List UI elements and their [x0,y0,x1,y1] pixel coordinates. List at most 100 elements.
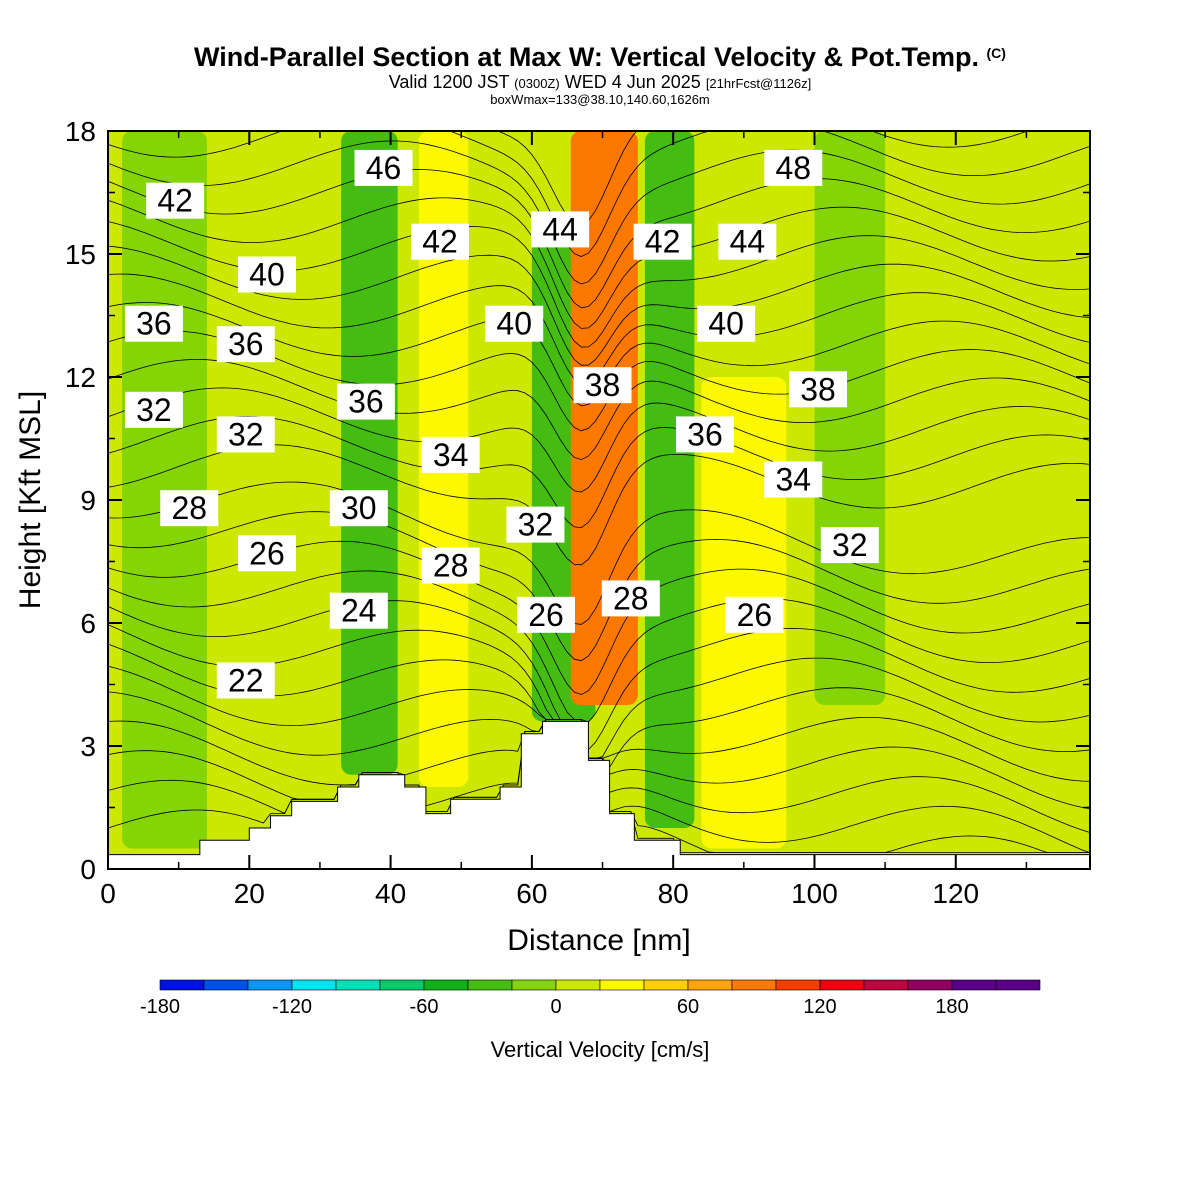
y-tick-label: 0 [80,854,96,885]
terrain [108,720,1090,869]
isentrope-label-box [421,436,480,473]
colorbar-tick-label: -120 [272,996,312,1018]
colorbar-swatch-1 [203,979,249,991]
colorbar-swatch-18 [951,979,997,991]
isentrope-label-box [237,535,296,572]
isentrope-label-box [718,223,777,260]
isentrope-label-12: 38 [573,367,632,404]
isentrope-label-text: 32 [518,507,554,543]
colorbar-swatch-12 [687,979,733,991]
isentrope-label-box [336,383,395,420]
isentrope-label-text: 30 [341,490,377,526]
isentrope-label-7: 48 [764,149,823,186]
isentrope-label-box [216,662,275,699]
isentrope-label-text: 32 [832,527,868,563]
isentrope-label-text: 38 [585,367,621,403]
velocity-cell-9 [814,131,886,705]
isentrope-label-text: 36 [687,416,723,452]
colorbar-tick-label: 60 [677,996,699,1018]
isentrope-labels: 46 42 40 42 44 42 44 48 36 36 40 40 38 38 36 32 32 34 36 34… [124,149,879,699]
isentrope-label-box [633,223,692,260]
isentrope-label-30: 22 [216,662,275,699]
colorbar-swatch-3 [291,979,337,991]
y-tick-label: 3 [80,731,96,762]
isentrope-11 [108,511,1090,662]
isentrope-15 [108,387,1090,493]
isentrope-label-box [697,305,756,342]
isentrope-label-25: 28 [421,547,480,584]
colorbar-tick-label: 0 [550,996,561,1018]
isentrope-label-18: 36 [675,416,734,453]
x-tick-label: 40 [375,878,406,909]
isentrope-label-text: 46 [366,150,402,186]
isentrope-label-box [329,490,388,527]
isentrope-label-0: 46 [354,149,413,186]
valid-utc: (0300Z) [514,76,560,91]
isentrope-label-27: 26 [517,596,576,633]
isentrope-label-text: 34 [433,437,469,473]
colorbar-swatch-19 [995,979,1041,991]
velocity-cell-4 [570,131,638,705]
isentrope-label-15: 32 [124,391,183,428]
isentrope-label-text: 26 [737,597,773,633]
isentrope-label-21: 30 [329,490,388,527]
isentrope-9 [108,570,1090,723]
isentrope-24 [108,140,1090,285]
y-tick-label: 9 [80,485,96,516]
isentrope-label-box [531,211,590,248]
isentrope-label-box [485,305,544,342]
colorbar-swatch-14 [775,979,821,991]
isentrope-label-text: 36 [136,306,172,342]
x-tick-label: 60 [516,878,547,909]
isentrope-23 [108,168,1090,309]
isentrope-label-text: 40 [708,306,744,342]
isentrope-label-text: 34 [775,462,811,498]
y-tick-label: 12 [65,362,96,393]
colorbar-tick-label: 120 [803,996,836,1018]
colorbar-swatch-9 [555,979,601,991]
isentrope-label-box [354,149,413,186]
isentrope-20 [108,245,1090,366]
isentrope-label-box [411,223,470,260]
box-wmax-info: boxWmax=133@38.10,140.60,1626m [490,92,710,107]
colorbar-swatch-15 [819,979,865,991]
colorbar-swatch-10 [599,979,645,991]
isentrope-label-4: 44 [531,211,590,248]
isentrope-label-17: 34 [421,436,480,473]
isentrope-label-1: 42 [146,182,205,219]
isentrope-label-8: 36 [124,305,183,342]
isentrope-label-text: 26 [528,597,564,633]
colorbar: -180 -120 -60 0 60 120 180 Vertical Velocity [c… [140,979,1041,1062]
colorbar-swatch-17 [907,979,953,991]
isentrope-label-box [601,580,660,617]
isentrope-label-29: 26 [725,596,784,633]
isentrope-label-16: 32 [216,416,275,453]
isentrope-label-box [764,461,823,498]
colorbar-tick-label: 180 [935,996,968,1018]
isentrope-label-20: 28 [160,490,219,527]
isentrope-label-text: 28 [433,548,469,584]
colorbar-swatch-16 [863,979,909,991]
isentrope-label-box [124,391,183,428]
colorbar-tick-label: -180 [140,996,180,1018]
isentrope-label-13: 38 [789,371,848,408]
isentrope-label-box [146,182,205,219]
isentrope-26 [496,131,1029,226]
y-tick-label: 15 [65,239,96,270]
isentrope-label-2: 40 [237,256,296,293]
isentrope-label-23: 32 [820,527,879,564]
isentrope-label-text: 42 [645,224,681,260]
velocity-cell-10 [941,213,1027,849]
isentrope-label-box [764,149,823,186]
chart-title: Wind-Parallel Section at Max W: Vertical… [0,42,1200,73]
colorbar-swatch-2 [247,979,293,991]
colorbar-swatch-11 [643,979,689,991]
isentrope-label-box [237,256,296,293]
isentrope-label-text: 40 [249,257,285,293]
isentrope-label-text: 44 [542,211,578,247]
y-tick-label: 18 [65,116,96,147]
isentrope-label-14: 36 [336,383,395,420]
isentrope-label-6: 44 [718,223,777,260]
